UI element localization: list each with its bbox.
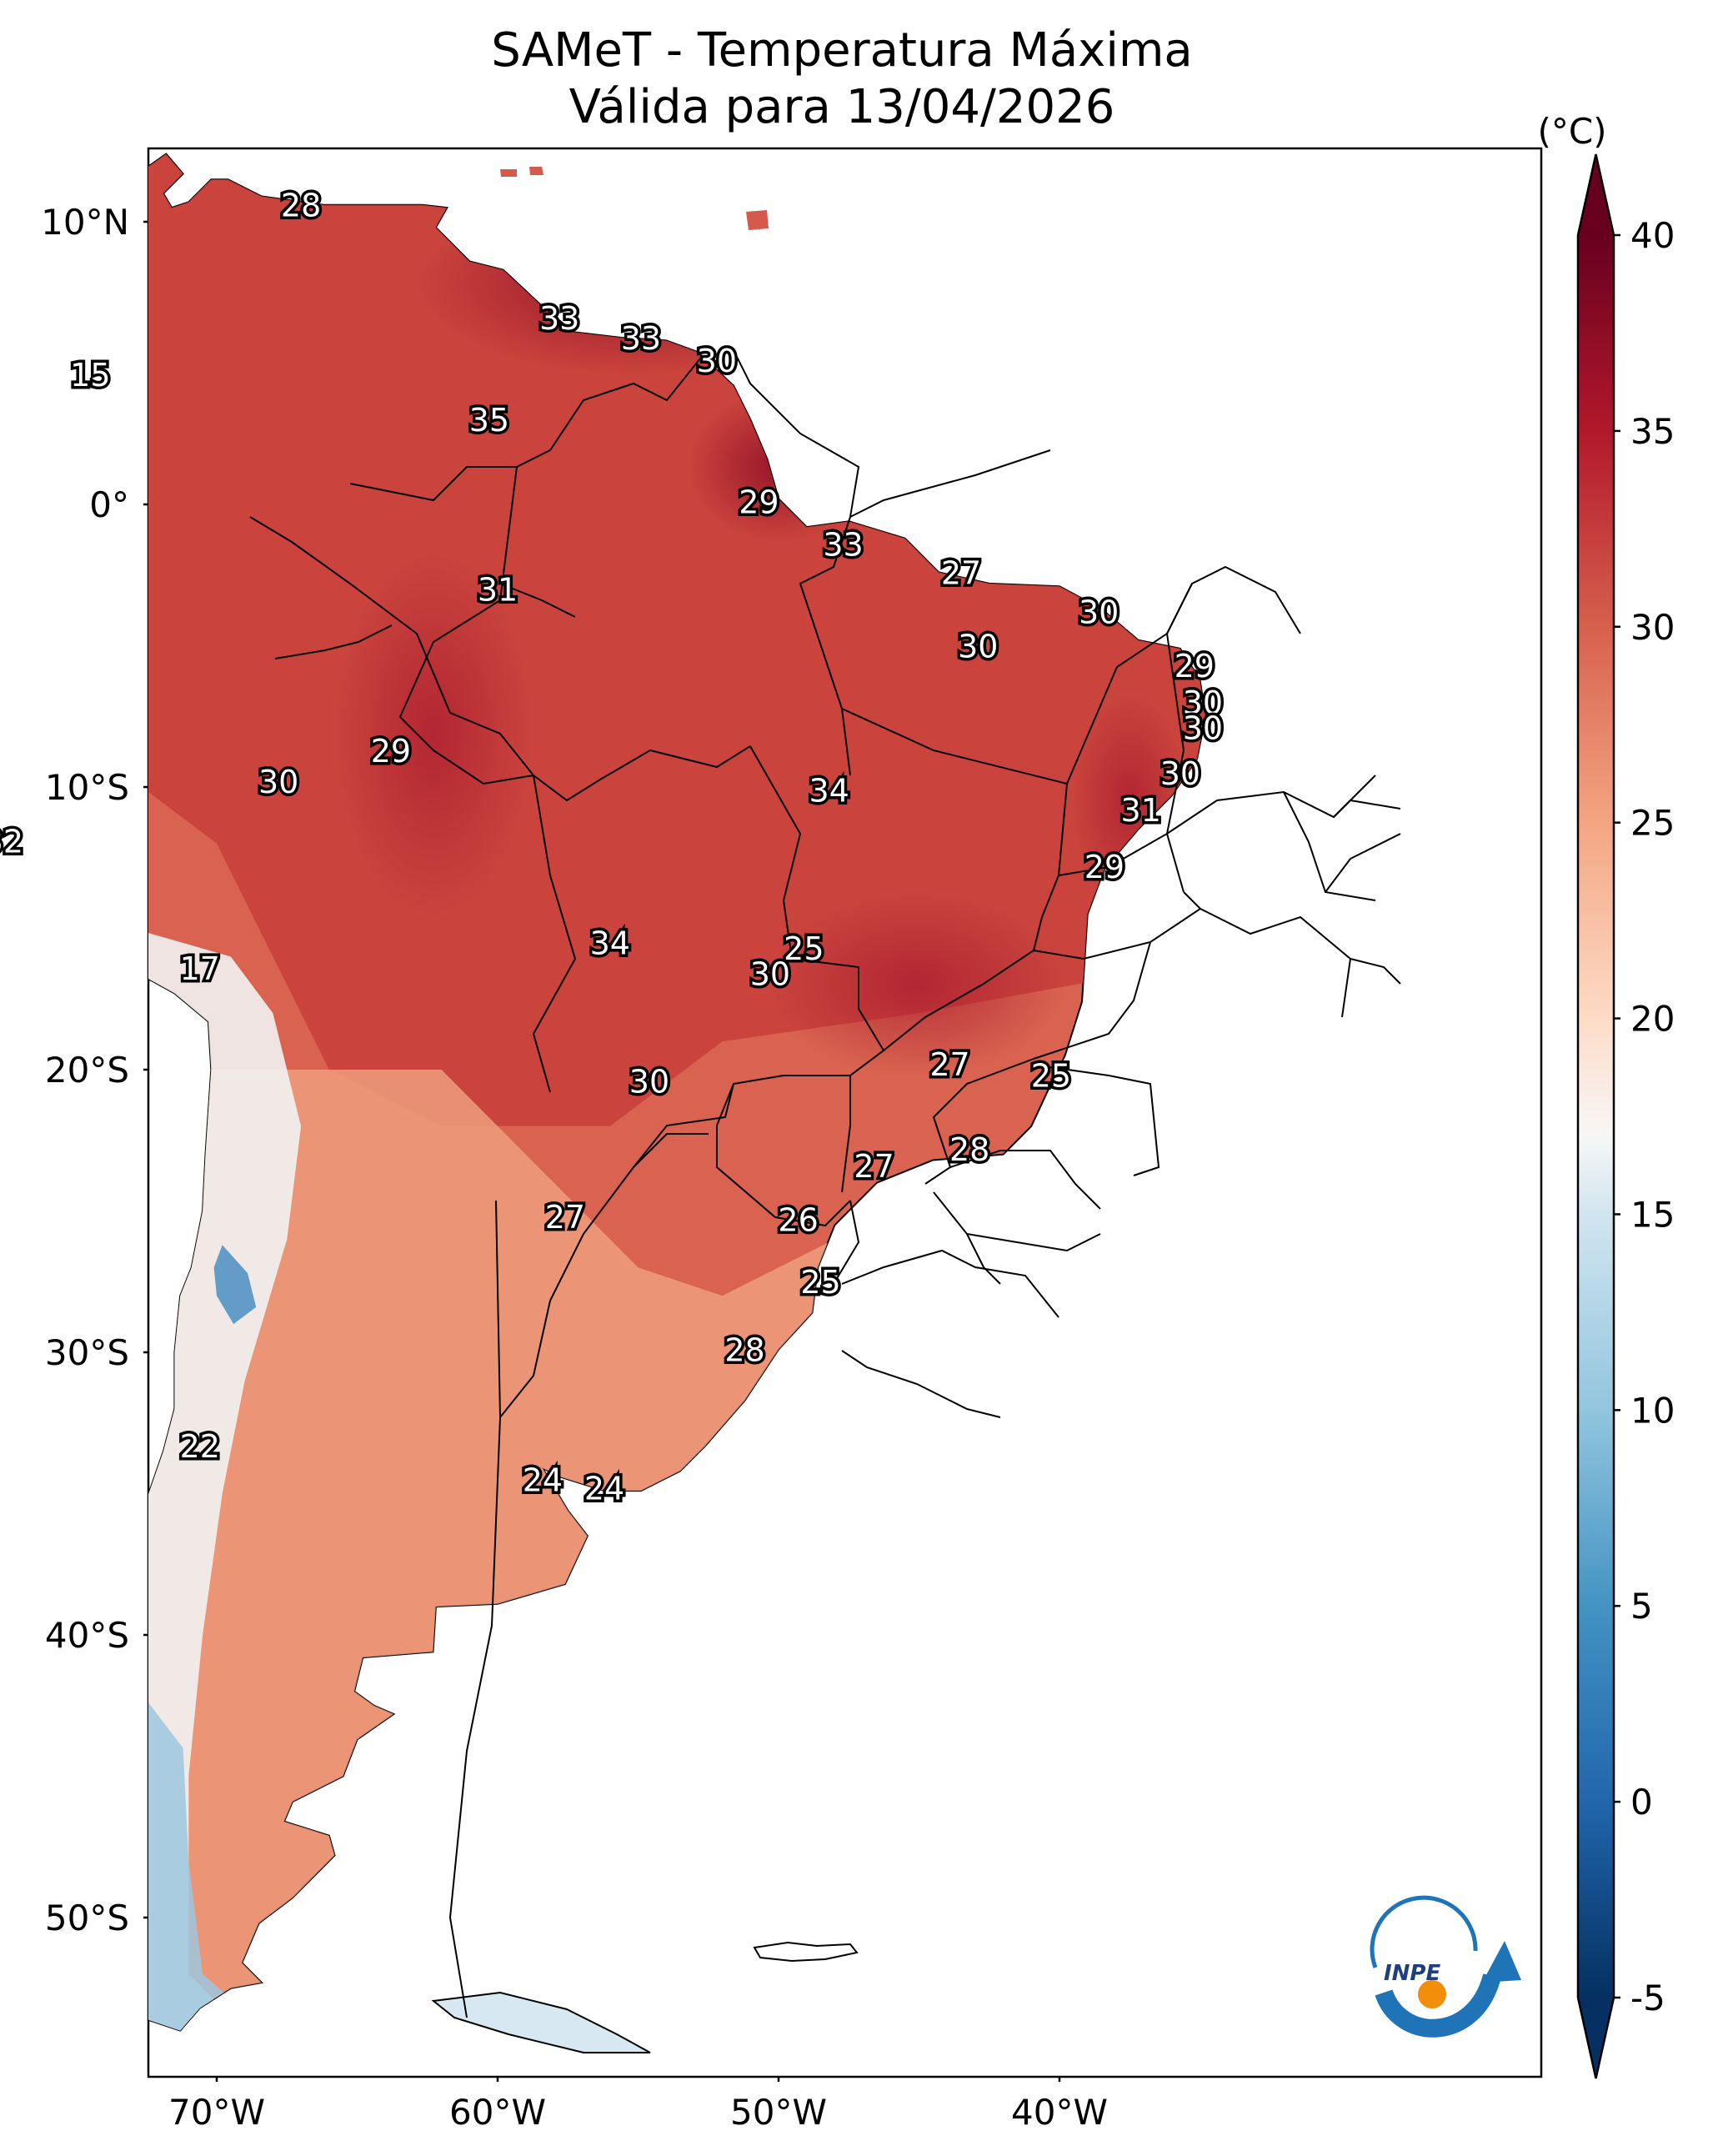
- lon-tick-label: 50°W: [730, 2092, 827, 2133]
- temperature-label: 25: [800, 1264, 840, 1301]
- andes-deep-blue-zone: [213, 1245, 257, 1325]
- lon-tick-label: 70°W: [168, 2092, 265, 2133]
- temperature-label: 29: [739, 484, 779, 521]
- temperature-label: 24: [523, 1462, 563, 1498]
- temperature-label: 29: [1084, 849, 1124, 885]
- lat-tick-label: 10°N: [41, 202, 129, 243]
- colorbar-unit: (°C): [1537, 111, 1606, 152]
- andes-cold-zone: [148, 278, 302, 2031]
- temperature-label: 30: [1079, 594, 1119, 631]
- colorbar-tick-label: 35: [1630, 411, 1675, 452]
- temperature-label: 27: [929, 1046, 969, 1083]
- lat-tick-label: 50°S: [45, 1898, 129, 1938]
- country-borders: [249, 348, 1401, 2018]
- temperature-label: 30: [1160, 755, 1200, 792]
- temperature-label: 35: [469, 402, 509, 439]
- lon-tick-label: 40°W: [1011, 2092, 1108, 2133]
- colorbar: 40 35 30 25 20 15 10 5 0 -5 (°C): [1537, 111, 1675, 2079]
- map-title: SAMeT - Temperatura Máxima: [491, 23, 1193, 78]
- colorbar-min-arrow: [1578, 1998, 1614, 2078]
- colorbar-tick-label: 30: [1630, 607, 1675, 648]
- temperature-label: 26: [778, 1202, 818, 1239]
- temperature-label: 31: [478, 572, 518, 609]
- temperature-label: 34: [590, 925, 630, 961]
- logo-text: INPE: [1384, 1961, 1440, 1986]
- temperature-label: 30: [258, 764, 298, 800]
- temperature-label: 27: [545, 1199, 585, 1236]
- temperature-label: 28: [724, 1332, 764, 1369]
- temperature-labels: 2815183333303529333127303029303030313429…: [0, 184, 1226, 1510]
- temperature-label: 29: [371, 733, 411, 770]
- hot-zone-peru: [333, 550, 533, 917]
- lat-tick-label: 20°S: [45, 1050, 129, 1091]
- tierra-del-fuego: [431, 1991, 651, 2053]
- temperature-label: 29: [1175, 648, 1215, 684]
- temperature-label: 25: [784, 930, 824, 967]
- lon-tick-label: 60°W: [449, 2092, 546, 2133]
- patagonia-cold-zone: [148, 1662, 302, 2031]
- logo-sun-icon: [1418, 1980, 1446, 2008]
- temperature-label: 30: [1183, 684, 1223, 721]
- colorbar-tick-label: 15: [1630, 1194, 1675, 1235]
- lat-tick-label: 10°S: [45, 767, 129, 808]
- colorbar-ticks: 40 35 30 25 20 15 10 5 0 -5: [1614, 215, 1675, 2018]
- temperature-label: 28: [949, 1131, 989, 1168]
- temperature-label: 33: [539, 300, 579, 337]
- lat-tick-label: 40°S: [45, 1615, 129, 1656]
- hot-zone-mato-grosso: [767, 892, 1067, 1075]
- temperature-label: 30: [750, 956, 790, 993]
- temperature-label: 15: [70, 357, 110, 394]
- colorbar-gradient: [1578, 235, 1614, 1998]
- temperature-label: 24: [584, 1471, 624, 1507]
- logo-arrow-icon: [1482, 1941, 1521, 1983]
- latitude-axis: 10°N 0° 10°S 20°S 30°S 40°S 50°S: [41, 202, 148, 1938]
- colorbar-tick-label: 5: [1630, 1586, 1653, 1627]
- temperature-label: 33: [621, 320, 661, 357]
- colorbar-tick-label: -5: [1630, 1978, 1665, 2018]
- temperature-label: 32: [0, 823, 23, 860]
- temperature-label: 27: [854, 1148, 894, 1185]
- temperature-label: 30: [958, 628, 998, 664]
- temperature-label: 17: [180, 950, 220, 987]
- temperature-label: 22: [180, 1428, 220, 1465]
- longitude-axis: 80°W70°W60°W50°W40°W: [168, 2077, 1108, 2133]
- colorbar-tick-label: 0: [1630, 1782, 1653, 1823]
- lat-tick-label: 0°: [89, 484, 129, 525]
- colorbar-tick-label: 10: [1630, 1390, 1675, 1431]
- logo-orbit-icon: [1370, 1895, 1478, 1968]
- falkland-islands: [753, 1941, 859, 1963]
- lat-tick-label: 30°S: [45, 1332, 129, 1373]
- temperature-label: 25: [1031, 1058, 1071, 1095]
- colorbar-tick-label: 20: [1630, 999, 1675, 1040]
- map-subtitle: Válida para 13/04/2026: [568, 80, 1115, 134]
- logo-swoosh-icon: [1375, 1973, 1501, 2038]
- temperature-label: 30: [629, 1063, 669, 1100]
- temperature-label: 34: [809, 772, 849, 809]
- colorbar-tick-label: 40: [1630, 215, 1675, 256]
- temperature-label: 33: [823, 526, 863, 563]
- temperature-label: 31: [1121, 792, 1161, 829]
- temperature-label: 28: [281, 188, 321, 224]
- colorbar-max-arrow: [1578, 154, 1614, 235]
- temperature-label: 30: [1183, 710, 1223, 747]
- temperature-label: 27: [941, 554, 981, 591]
- colorbar-tick-label: 25: [1630, 803, 1675, 844]
- temperature-label: 30: [697, 343, 737, 379]
- inpe-logo: INPE: [1370, 1895, 1521, 2038]
